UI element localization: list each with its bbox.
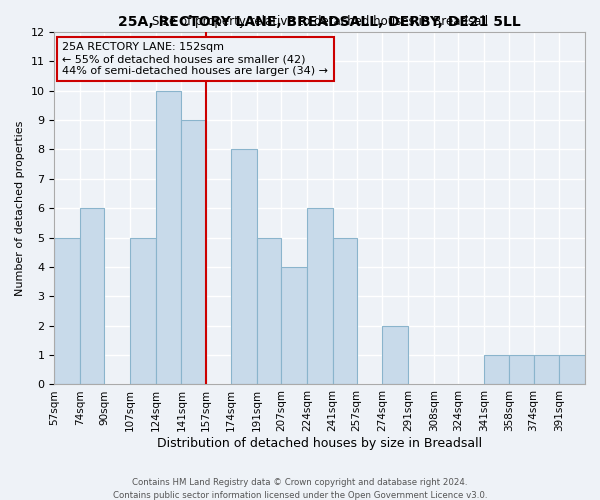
Bar bbox=[281, 267, 307, 384]
Text: 25A RECTORY LANE: 152sqm
← 55% of detached houses are smaller (42)
44% of semi-d: 25A RECTORY LANE: 152sqm ← 55% of detach… bbox=[62, 42, 328, 76]
Bar bbox=[559, 355, 585, 384]
Bar bbox=[181, 120, 206, 384]
Bar bbox=[155, 90, 181, 385]
Bar bbox=[257, 238, 281, 384]
Bar bbox=[484, 355, 509, 384]
Bar bbox=[382, 326, 408, 384]
Bar bbox=[130, 238, 155, 384]
Text: Size of property relative to detached houses in Breadsall: Size of property relative to detached ho… bbox=[152, 16, 488, 28]
X-axis label: Distribution of detached houses by size in Breadsall: Distribution of detached houses by size … bbox=[157, 437, 482, 450]
Bar bbox=[509, 355, 533, 384]
Bar bbox=[55, 238, 80, 384]
Title: 25A, RECTORY LANE, BREADSALL, DERBY, DE21 5LL: 25A, RECTORY LANE, BREADSALL, DERBY, DE2… bbox=[118, 16, 521, 30]
Y-axis label: Number of detached properties: Number of detached properties bbox=[15, 120, 25, 296]
Bar bbox=[80, 208, 104, 384]
Bar bbox=[231, 150, 257, 384]
Text: Contains HM Land Registry data © Crown copyright and database right 2024.
Contai: Contains HM Land Registry data © Crown c… bbox=[113, 478, 487, 500]
Bar bbox=[307, 208, 332, 384]
Bar bbox=[332, 238, 357, 384]
Bar bbox=[533, 355, 559, 384]
